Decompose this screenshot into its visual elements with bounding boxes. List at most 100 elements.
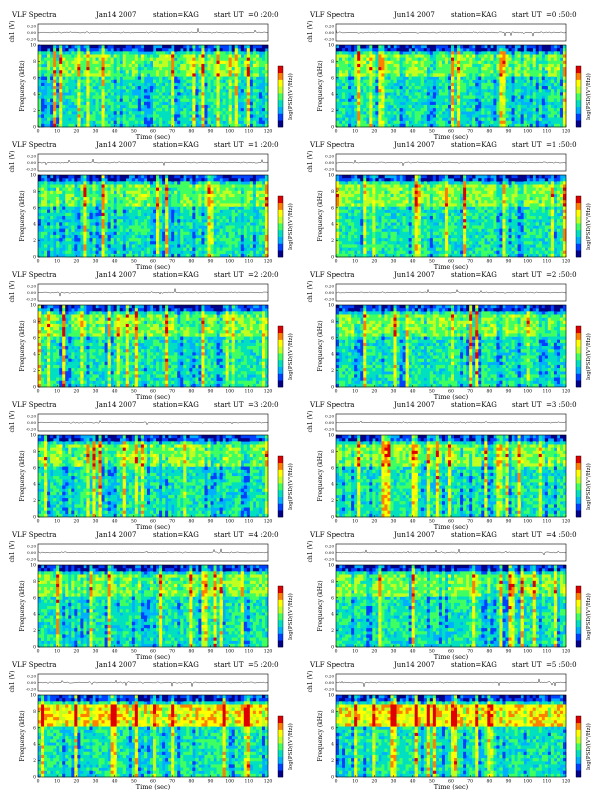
y-tick-label: 8 <box>33 59 36 65</box>
ch1-tick-label: -0.20 <box>26 37 37 42</box>
y-tick-label: 4 <box>331 742 334 748</box>
colorbar-segment <box>278 476 283 484</box>
start-label: start UT <box>214 141 244 149</box>
colorbar-segment <box>576 209 581 217</box>
x-tick-label: 0 <box>37 519 40 525</box>
x-tick-label: 120 <box>562 649 571 655</box>
colorbar-segment <box>278 209 283 217</box>
colorbar-frame <box>277 325 284 388</box>
colorbar-segment <box>576 462 581 470</box>
chart-title: VLF Spectra <box>11 271 56 279</box>
chart-svg: VLF Spectra Jun14 2007 station=KAG start UT… <box>307 531 592 661</box>
x-tick-label: 120 <box>562 259 571 265</box>
colorbar-segment <box>278 196 283 204</box>
x-tick-label: 90 <box>208 519 214 525</box>
ch1-waveform <box>37 548 269 554</box>
x-tick-label: 80 <box>486 779 492 785</box>
start-label: start UT <box>512 531 542 539</box>
x-tick-label: 100 <box>225 259 234 265</box>
x-tick-label: 40 <box>410 259 416 265</box>
y-axis-label: Frequency (kHz) <box>19 190 26 241</box>
station-label: station=KAG <box>153 141 199 149</box>
colorbar-segment <box>576 716 581 724</box>
x-tick-label: 40 <box>410 649 416 655</box>
y-tick-label: 2 <box>33 368 36 374</box>
chart-date: Jan14 2007 <box>95 141 136 149</box>
x-tick-label: 60 <box>448 389 454 395</box>
colorbar-label: log(PSD/(V²/Hz)) <box>585 593 592 640</box>
colorbar-segment <box>278 619 283 627</box>
ch1-tick-label: 0.20 <box>325 154 334 159</box>
x-tick-label: 30 <box>391 389 397 395</box>
y-tick-label: 4 <box>331 482 334 488</box>
x-tick-label: 70 <box>169 779 175 785</box>
colorbar-frame <box>277 65 284 128</box>
chart-title: VLF Spectra <box>309 531 354 539</box>
colorbar-segment <box>576 456 581 464</box>
start-time: =1 :50:0 <box>546 141 577 149</box>
x-tick-label: 80 <box>188 129 194 135</box>
x-tick-label: 110 <box>245 129 254 135</box>
y-axis-label: Frequency (kHz) <box>19 710 26 761</box>
ch1-tick-label: 0.20 <box>27 414 36 419</box>
station-label: station=KAG <box>153 11 199 19</box>
ch1-axis-label: ch1 (V) <box>307 21 314 43</box>
chart-date: Jan14 2007 <box>95 661 136 669</box>
ch1-waveform <box>335 29 567 37</box>
ch1-trace-frame <box>335 413 567 432</box>
x-tick-label: 50 <box>131 519 137 525</box>
x-tick-label: 10 <box>54 649 60 655</box>
ch1-waveform <box>335 288 567 294</box>
colorbar-label: log(PSD/(V²/Hz)) <box>287 203 294 250</box>
colorbar-segment <box>278 202 283 210</box>
colorbar-segment <box>576 250 581 258</box>
ch1-tick-label: 0.00 <box>325 420 334 425</box>
x-axis-label: Time (sec) <box>136 263 171 271</box>
x-tick-label: 110 <box>245 649 254 655</box>
y-tick-label: 4 <box>33 482 36 488</box>
ch1-trace-frame <box>37 23 269 42</box>
y-tick-label: 2 <box>331 498 334 504</box>
x-axis-label: Time (sec) <box>434 523 469 531</box>
x-tick-label: 70 <box>467 389 473 395</box>
chart-svg: VLF Spectra Jan14 2007 station=KAG start UT… <box>9 531 294 661</box>
x-tick-label: 120 <box>562 779 571 785</box>
colorbar-segment <box>278 66 283 74</box>
spectrogram <box>38 435 269 518</box>
x-tick-label: 100 <box>225 779 234 785</box>
chart-title: VLF Spectra <box>11 531 56 539</box>
x-tick-label: 0 <box>37 129 40 135</box>
x-tick-label: 20 <box>371 129 377 135</box>
x-tick-label: 30 <box>93 649 99 655</box>
chart-title: VLF Spectra <box>309 661 354 669</box>
x-tick-label: 120 <box>264 389 273 395</box>
x-axis-label: Time (sec) <box>434 133 469 141</box>
start-label: start UT <box>214 401 244 409</box>
chart-svg: VLF Spectra Jun14 2007 station=KAG start UT… <box>307 271 592 401</box>
ch1-waveform <box>37 679 269 687</box>
y-tick-label: 8 <box>331 189 334 195</box>
x-tick-label: 90 <box>208 259 214 265</box>
station-label: station=KAG <box>451 271 497 279</box>
x-tick-label: 60 <box>150 129 156 135</box>
chart-svg: VLF Spectra Jan14 2007 station=KAG start UT… <box>9 401 294 531</box>
spectrogram-panel: VLF Spectra Jun14 2007 station=KAG start UT… <box>306 138 606 271</box>
colorbar-segment <box>576 770 581 778</box>
ch1-tick-label: 0.00 <box>27 290 36 295</box>
colorbar-segment <box>278 606 283 614</box>
x-tick-label: 0 <box>37 649 40 655</box>
x-axis-label: Time (sec) <box>136 653 171 661</box>
colorbar-segment <box>576 729 581 737</box>
ch1-trace-frame <box>335 283 567 302</box>
y-tick-label: 10 <box>328 173 334 179</box>
colorbar-segment <box>576 332 581 340</box>
colorbar-segment <box>576 476 581 484</box>
x-tick-label: 40 <box>112 649 118 655</box>
spectrogram-panel: VLF Spectra Jan14 2007 station=KAG start UT… <box>8 8 308 141</box>
colorbar-label: log(PSD/(V²/Hz)) <box>585 73 592 120</box>
y-tick-label: 0 <box>331 255 334 261</box>
colorbar-segment <box>576 592 581 600</box>
chart-title: VLF Spectra <box>11 11 56 19</box>
y-tick-label: 10 <box>30 693 36 699</box>
